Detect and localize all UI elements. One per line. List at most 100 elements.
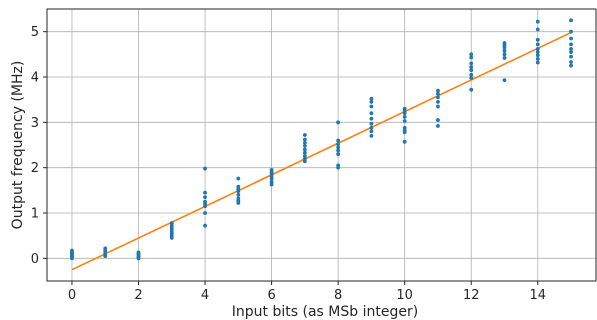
data-point <box>336 152 341 156</box>
data-point <box>369 129 374 134</box>
data-point <box>535 19 540 24</box>
data-point <box>569 54 573 59</box>
data-point <box>336 142 341 146</box>
data-point <box>569 63 573 68</box>
fit-line <box>71 31 572 271</box>
data-point <box>369 125 374 130</box>
data-point <box>469 76 474 80</box>
data-point <box>436 100 440 104</box>
data-point <box>469 61 474 66</box>
data-point <box>369 134 374 138</box>
plot-frame <box>46 8 597 282</box>
data-point <box>469 68 474 73</box>
data-point <box>302 159 307 164</box>
fit-line-layer <box>71 31 572 271</box>
data-point <box>469 72 474 77</box>
data-point <box>469 87 474 92</box>
x-axis-label: Input bits (as MSb integer) <box>232 304 418 320</box>
data-point <box>469 65 474 69</box>
data-point <box>402 130 407 135</box>
data-point <box>469 52 474 57</box>
data-point <box>569 50 573 54</box>
y-tick-label: 2 <box>31 161 39 176</box>
data-point <box>169 236 174 240</box>
data-point <box>436 88 440 93</box>
x-tick-label: 4 <box>201 288 209 303</box>
x-tick-label: 14 <box>529 288 546 303</box>
data-point <box>436 91 440 96</box>
data-point <box>70 256 74 261</box>
data-point <box>336 120 341 125</box>
data-point <box>369 100 374 104</box>
y-tick-label: 0 <box>31 252 39 267</box>
data-point <box>436 118 440 122</box>
data-point <box>436 95 440 100</box>
data-point <box>502 52 507 57</box>
x-tick-label: 10 <box>396 288 413 303</box>
x-tick-label: 0 <box>68 288 76 303</box>
data-point <box>369 121 374 126</box>
data-point <box>369 111 374 116</box>
data-point <box>369 104 374 109</box>
y-tick-label: 1 <box>31 207 39 222</box>
data-point <box>302 137 307 142</box>
data-point <box>302 144 307 148</box>
data-point <box>369 96 374 101</box>
data-point <box>203 190 207 195</box>
data-point <box>535 53 540 58</box>
data-point <box>203 166 207 171</box>
data-point <box>469 55 474 60</box>
data-point <box>302 156 307 161</box>
data-point <box>535 37 540 42</box>
data-point <box>436 124 440 128</box>
data-point <box>203 204 207 209</box>
data-point <box>336 165 341 170</box>
data-point <box>103 254 108 258</box>
data-point <box>569 42 573 47</box>
x-tick-label: 2 <box>134 288 142 303</box>
data-point <box>302 147 307 152</box>
data-point <box>502 56 507 60</box>
data-point <box>402 111 407 116</box>
data-point <box>569 46 573 51</box>
data-point <box>336 145 341 150</box>
grid <box>47 9 596 281</box>
data-point <box>236 192 241 197</box>
data-points <box>70 18 573 261</box>
data-point <box>569 29 573 34</box>
data-point <box>535 56 540 61</box>
data-point <box>402 114 407 119</box>
data-point <box>236 189 241 194</box>
data-point <box>302 140 307 145</box>
data-point <box>535 27 540 32</box>
data-point <box>535 60 540 65</box>
y-axis-label: Output frequency (MHz) <box>10 61 26 230</box>
data-point <box>436 104 440 109</box>
data-point <box>569 36 573 41</box>
data-point <box>203 211 207 215</box>
y-tick-label: 5 <box>31 25 39 40</box>
data-point <box>236 201 241 205</box>
data-point <box>502 78 507 83</box>
data-point <box>269 182 274 187</box>
data-point <box>136 256 141 261</box>
x-tick-label: 8 <box>334 288 342 303</box>
data-point <box>535 50 540 54</box>
data-point <box>402 139 407 144</box>
data-point <box>302 153 307 158</box>
data-point <box>302 133 307 137</box>
data-point <box>302 150 307 155</box>
data-point <box>236 176 241 181</box>
data-point <box>535 46 540 51</box>
data-point <box>336 148 341 153</box>
data-point <box>402 125 407 130</box>
x-tick-label: 12 <box>463 288 480 303</box>
data-point <box>169 221 174 225</box>
data-point <box>535 42 540 47</box>
data-point <box>236 184 241 189</box>
data-point <box>502 48 507 53</box>
data-point <box>502 45 507 50</box>
data-point <box>369 116 374 121</box>
